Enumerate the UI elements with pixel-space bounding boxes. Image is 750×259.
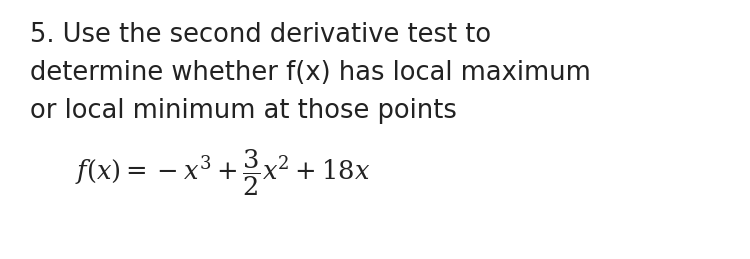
Text: 5. Use the second derivative test to: 5. Use the second derivative test to [30,22,491,48]
Text: or local minimum at those points: or local minimum at those points [30,98,457,124]
Text: determine whether f(x) has local maximum: determine whether f(x) has local maximum [30,60,591,86]
Text: $f(x) = -x^3 + \dfrac{3}{2}x^2 + 18x$: $f(x) = -x^3 + \dfrac{3}{2}x^2 + 18x$ [75,148,370,198]
